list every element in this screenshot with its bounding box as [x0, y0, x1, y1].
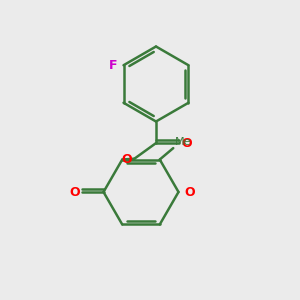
Text: O: O — [122, 153, 132, 166]
Text: F: F — [108, 59, 117, 72]
Text: O: O — [182, 136, 192, 150]
Text: Me: Me — [175, 136, 191, 147]
Text: O: O — [184, 185, 194, 199]
Text: O: O — [69, 185, 80, 199]
